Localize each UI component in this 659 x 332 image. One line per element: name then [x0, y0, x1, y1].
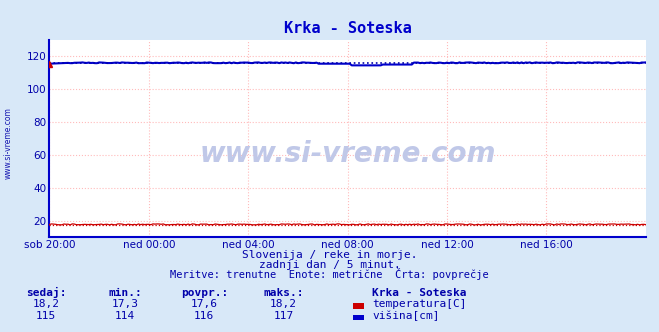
Text: 18,2: 18,2 [270, 299, 297, 309]
Text: 115: 115 [36, 311, 56, 321]
Text: zadnji dan / 5 minut.: zadnji dan / 5 minut. [258, 260, 401, 270]
Text: 114: 114 [115, 311, 135, 321]
Text: 116: 116 [194, 311, 214, 321]
Text: maks.:: maks.: [263, 288, 304, 298]
Text: 17,3: 17,3 [112, 299, 138, 309]
Text: www.si-vreme.com: www.si-vreme.com [200, 140, 496, 168]
Text: Slovenija / reke in morje.: Slovenija / reke in morje. [242, 250, 417, 260]
Text: višina[cm]: višina[cm] [372, 310, 440, 321]
Text: min.:: min.: [108, 288, 142, 298]
Text: 17,6: 17,6 [191, 299, 217, 309]
Text: Krka - Soteska: Krka - Soteska [372, 288, 467, 298]
Text: povpr.:: povpr.: [181, 288, 228, 298]
Title: Krka - Soteska: Krka - Soteska [284, 21, 411, 36]
Text: temperatura[C]: temperatura[C] [372, 299, 467, 309]
Text: sedaj:: sedaj: [26, 287, 67, 298]
Text: 18,2: 18,2 [33, 299, 59, 309]
Text: Meritve: trenutne  Enote: metrične  Črta: povprečje: Meritve: trenutne Enote: metrične Črta: … [170, 268, 489, 280]
Text: 117: 117 [273, 311, 293, 321]
Text: www.si-vreme.com: www.si-vreme.com [3, 107, 13, 179]
